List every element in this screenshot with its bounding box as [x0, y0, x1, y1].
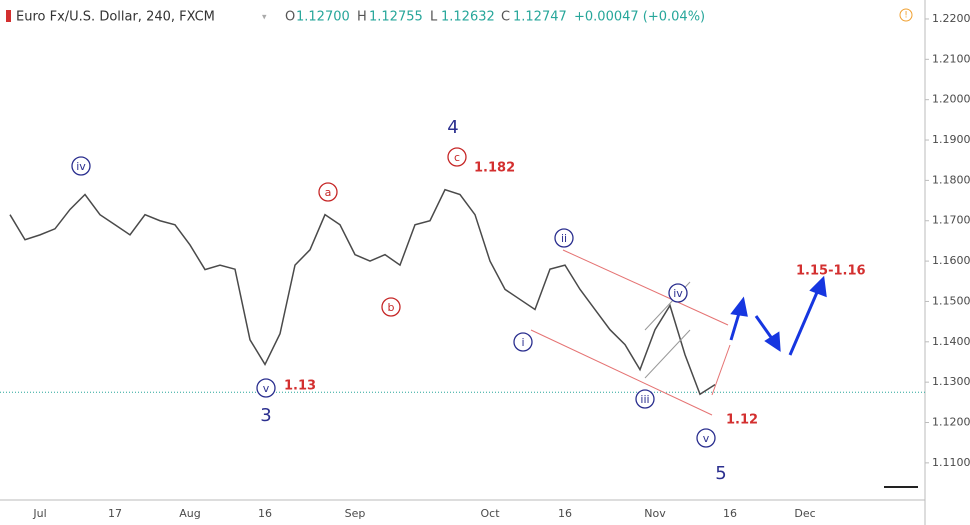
y-tick-label: 1.22000	[932, 12, 970, 25]
price-line-series	[9, 188, 716, 396]
price-target: 1.13	[284, 379, 316, 394]
x-tick-label: Sep	[345, 507, 366, 520]
price-target: 1.12	[726, 413, 758, 428]
open-value: 1.12700	[296, 10, 350, 25]
wave-circle	[447, 147, 467, 167]
wave-label: v	[703, 432, 710, 445]
wave-number: 5	[715, 463, 726, 484]
open-label: O	[285, 10, 295, 25]
wave-circle	[513, 332, 533, 352]
wave-label: v	[263, 382, 270, 395]
arrows	[729, 275, 827, 356]
dropdown[interactable]: ▾	[262, 13, 267, 23]
wave-circle	[635, 389, 655, 409]
high-value: 1.12755	[369, 10, 423, 25]
x-tick-label: 16	[558, 507, 572, 520]
alert-icon	[899, 8, 913, 22]
arrow	[754, 315, 775, 341]
x-tick-label: 16	[723, 507, 737, 520]
y-tick-label: 1.13000	[932, 375, 970, 388]
x-tick-label: Oct	[480, 507, 500, 520]
y-tick-label: 1.18000	[932, 173, 970, 186]
high-label: H	[357, 10, 367, 25]
wave-label: iv	[76, 160, 86, 173]
wave-label: ii	[561, 232, 567, 245]
y-tick-label: 1.16000	[932, 254, 970, 267]
channel-upper	[562, 249, 729, 326]
wave-label: iii	[640, 393, 649, 406]
low-value: 1.12632	[441, 10, 495, 25]
wave-circle	[318, 182, 338, 202]
price-target: 1.15-1.16	[796, 264, 866, 279]
arrow-head	[730, 296, 748, 317]
wave-number: 3	[260, 405, 271, 426]
symbol: Euro Fx/U.S. Dollar, 240, FXCM	[16, 10, 215, 25]
wave-circle	[71, 156, 91, 176]
y-tick-label: 1.14000	[932, 335, 970, 348]
y-tick-label: 1.17000	[932, 214, 970, 227]
x-tick-label: Dec	[794, 507, 815, 520]
alert-icon-mark: !	[904, 11, 908, 21]
y-tick-label: 1.15000	[932, 294, 970, 307]
y-tick-label: 1.19000	[932, 133, 970, 146]
y-tick-label: 1.21000	[932, 52, 970, 65]
arrow-head	[764, 331, 781, 352]
drawings	[530, 249, 731, 416]
triangle-line	[644, 329, 691, 379]
x-tick-label: Aug	[179, 507, 200, 520]
low-label: L	[430, 10, 438, 25]
wave-circle	[554, 228, 574, 248]
wave-circle	[696, 428, 716, 448]
y-tick-label: 1.12000	[932, 416, 970, 429]
x-tick-label: 17	[108, 507, 122, 520]
close-value: 1.12747	[513, 10, 567, 25]
wave-label: iv	[673, 287, 683, 300]
wave-label: b	[388, 301, 395, 314]
wave-label: a	[325, 186, 332, 199]
price-target: 1.182	[474, 161, 515, 176]
projection-line	[711, 344, 731, 396]
channel-lower	[530, 329, 713, 416]
symbol-marker	[6, 10, 11, 22]
y-tick-label: 1.20000	[932, 93, 970, 106]
wave-circle	[381, 297, 401, 317]
x-tick-label: 16	[258, 507, 272, 520]
wave-circle	[668, 283, 688, 303]
change-value: +0.00047 (+0.04%)	[574, 10, 705, 25]
wave-label: i	[521, 336, 524, 349]
wave-circle	[256, 378, 276, 398]
y-tick-label: 1.11000	[932, 456, 970, 469]
x-tick-label: Jul	[32, 507, 46, 520]
x-tick-label: Nov	[644, 507, 666, 520]
wave-label: c	[454, 151, 460, 164]
arrow-head	[809, 275, 827, 298]
close-label: C	[501, 10, 510, 25]
arrow	[788, 289, 820, 356]
wave-number: 4	[447, 117, 458, 138]
